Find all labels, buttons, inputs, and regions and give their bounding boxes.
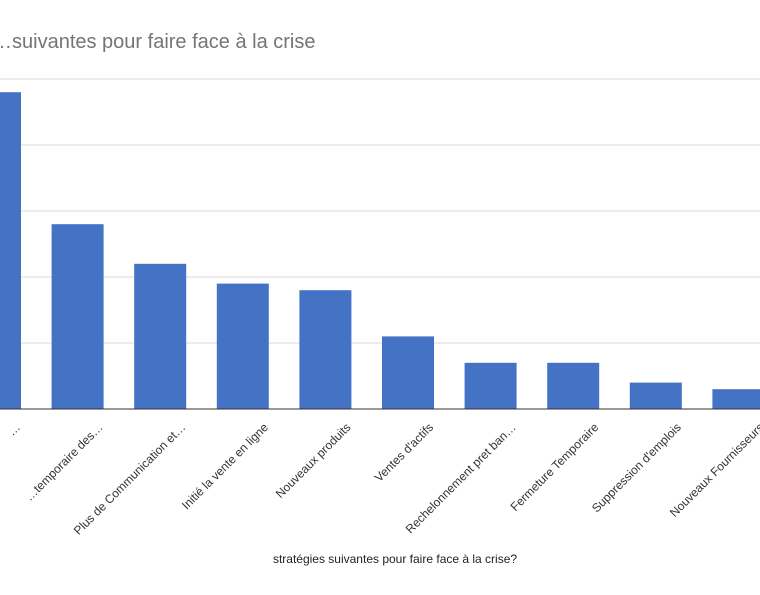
x-tick-label: …temporaire des… (22, 420, 105, 503)
bar (216, 283, 269, 409)
bar (0, 92, 21, 409)
x-tick-label: Nouveaux produits (273, 420, 354, 501)
bar (464, 362, 517, 409)
bars (0, 92, 760, 409)
chart-title: …suivantes pour faire face à la crise (0, 31, 316, 53)
bar (712, 389, 760, 409)
x-tick-label: Suppression d'emplois (589, 420, 684, 515)
bar (547, 362, 600, 409)
bar (629, 382, 682, 409)
x-tick-label: … (5, 420, 23, 438)
x-tick-label: Ventes d'actifs (372, 420, 436, 484)
x-tick-label: Nouveaux Fournisseurs (667, 420, 760, 520)
bar (382, 336, 434, 409)
gridlines (0, 78, 760, 344)
x-tick-label: Fermeture Temporaire (508, 420, 602, 514)
bar (51, 224, 104, 409)
bar (134, 263, 187, 409)
bar (299, 290, 352, 409)
x-axis-title: stratégies suivantes pour faire face à l… (273, 552, 517, 566)
x-tick-label: Initié la vente en ligne (179, 420, 271, 512)
x-tick-labels: … …temporaire des…Plus de Communication e… (5, 420, 760, 538)
